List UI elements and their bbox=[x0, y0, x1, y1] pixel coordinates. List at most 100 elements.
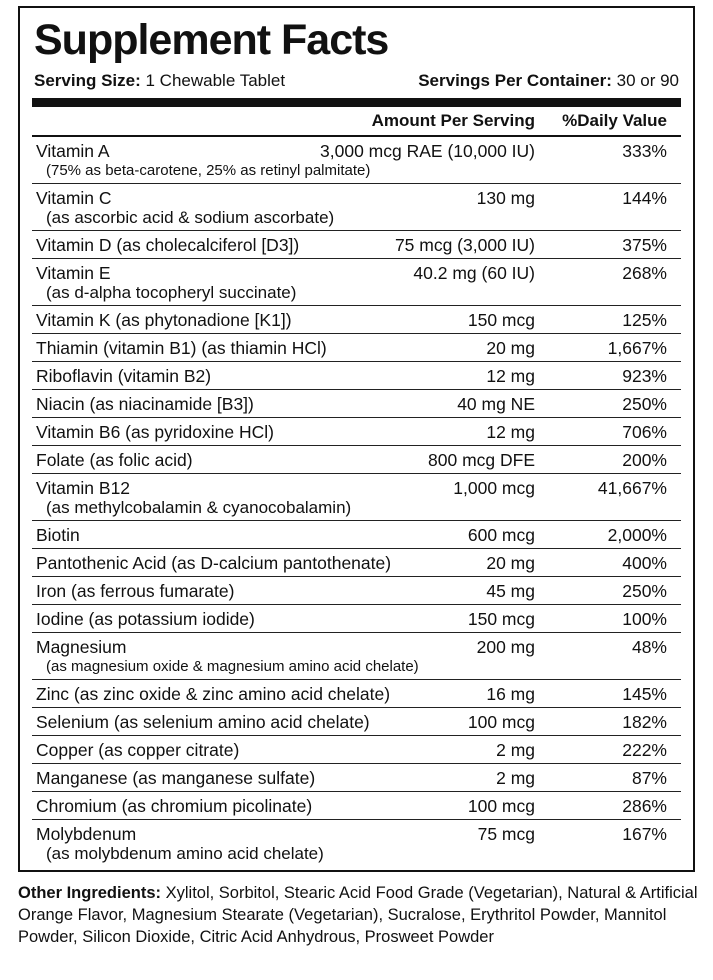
serving-info: Serving Size: 1 Chewable Tablet Servings… bbox=[34, 66, 679, 96]
amount: 100 mcg bbox=[463, 796, 535, 816]
nutrient-row: Zinc (as zinc oxide & zinc amino acid ch… bbox=[32, 680, 681, 708]
facts-panel: Supplement Facts Serving Size: 1 Chewabl… bbox=[18, 6, 695, 872]
amount: 150 mcg bbox=[463, 310, 535, 330]
daily-value-header: %Daily Value bbox=[562, 111, 667, 130]
amount: 130 mg bbox=[472, 188, 535, 208]
nutrient-row: Copper (as copper citrate) 2 mg 222% bbox=[32, 736, 681, 764]
nutrient-row: Molybdenum (as molybdenum amino acid chel… bbox=[32, 820, 681, 866]
amount: 3,000 mcg RAE (10,000 IU) bbox=[316, 141, 535, 161]
daily-value: 1,667% bbox=[607, 338, 667, 358]
nutrient-row: Chromium (as chromium picolinate) 100 mcg… bbox=[32, 792, 681, 820]
amount: 75 mcg (3,000 IU) bbox=[390, 235, 535, 255]
servings-per-container: Servings Per Container: 30 or 90 bbox=[418, 66, 679, 96]
nutrient-name: Vitamin D (as cholecalciferol [D3]) bbox=[36, 235, 300, 255]
label: Serving Size: bbox=[34, 71, 141, 90]
amount: 40.2 mg (60 IU) bbox=[409, 263, 535, 283]
nutrient-list: Vitamin A (75% as beta-carotene, 25% as r… bbox=[20, 137, 693, 866]
daily-value: 2,000% bbox=[607, 525, 667, 545]
nutrient-row: Vitamin K (as phytonadione [K1]) 150 mcg 1… bbox=[32, 306, 681, 334]
nutrient-name: Molybdenum bbox=[36, 824, 137, 844]
nutrient-name: Folate (as folic acid) bbox=[36, 450, 193, 470]
nutrient-name: Vitamin B6 (as pyridoxine HCl) bbox=[36, 422, 274, 442]
amount: 16 mg bbox=[482, 684, 535, 704]
amount: 2 mg bbox=[492, 740, 535, 760]
nutrient-name: Copper (as copper citrate) bbox=[36, 740, 240, 760]
daily-value: 400% bbox=[622, 553, 667, 573]
daily-value: 167% bbox=[622, 824, 667, 844]
amount: 12 mg bbox=[482, 366, 535, 386]
nutrient-name: Selenium (as selenium amino acid chelate… bbox=[36, 712, 370, 732]
nutrient-row: Vitamin E (as d-alpha tocopheryl succinat… bbox=[32, 259, 681, 306]
nutrient-name: Vitamin C bbox=[36, 188, 112, 208]
nutrient-row: Vitamin A (75% as beta-carotene, 25% as r… bbox=[32, 137, 681, 184]
amount: 20 mg bbox=[482, 338, 535, 358]
nutrient-row: Iron (as ferrous fumarate) 45 mg 250% bbox=[32, 577, 681, 605]
daily-value: 200% bbox=[622, 450, 667, 470]
serving-size: Serving Size: 1 Chewable Tablet bbox=[34, 66, 285, 96]
daily-value: 145% bbox=[622, 684, 667, 704]
nutrient-detail: (75% as beta-carotene, 25% as retinyl pa… bbox=[46, 162, 371, 179]
amount-header: Amount Per Serving bbox=[371, 111, 535, 130]
nutrient-name: Iron (as ferrous fumarate) bbox=[36, 581, 235, 601]
nutrient-detail: (as molybdenum amino acid chelate) bbox=[46, 844, 324, 863]
amount: 100 mcg bbox=[463, 712, 535, 732]
value: 30 or 90 bbox=[616, 71, 679, 90]
nutrient-row: Folate (as folic acid) 800 mcg DFE 200% bbox=[32, 446, 681, 474]
nutrient-row: Biotin 600 mcg 2,000% bbox=[32, 521, 681, 549]
nutrient-row: Pantothenic Acid (as D-calcium pantothen… bbox=[32, 549, 681, 577]
other-ingredients: Other Ingredients: Xylitol, Sorbitol, St… bbox=[18, 882, 698, 948]
amount: 1,000 mcg bbox=[449, 478, 535, 498]
amount: 800 mcg DFE bbox=[424, 450, 535, 470]
nutrient-detail: (as magnesium oxide & magnesium amino ac… bbox=[46, 658, 419, 675]
divider-bar bbox=[32, 98, 681, 107]
nutrient-name: Biotin bbox=[36, 525, 80, 545]
text: Xylitol, Sorbitol, Stearic Acid Food Gra… bbox=[18, 884, 698, 946]
nutrient-row: Vitamin B12 (as methylcobalamin & cyanoco… bbox=[32, 474, 681, 521]
amount: 20 mg bbox=[482, 553, 535, 573]
amount: 600 mcg bbox=[463, 525, 535, 545]
nutrient-row: Vitamin D (as cholecalciferol [D3]) 75 mc… bbox=[32, 231, 681, 259]
nutrient-name: Vitamin K (as phytonadione [K1]) bbox=[36, 310, 292, 330]
nutrient-name: Iodine (as potassium iodide) bbox=[36, 609, 255, 629]
nutrient-name: Pantothenic Acid (as D-calcium pantothen… bbox=[36, 553, 392, 573]
nutrient-name: Riboflavin (vitamin B2) bbox=[36, 366, 212, 386]
amount: 75 mcg bbox=[473, 824, 535, 844]
daily-value: 87% bbox=[631, 768, 667, 788]
nutrient-row: Iodine (as potassium iodide) 150 mcg 100% bbox=[32, 605, 681, 633]
label: Servings Per Container: bbox=[418, 71, 612, 90]
daily-value: 125% bbox=[622, 310, 667, 330]
nutrient-row: Riboflavin (vitamin B2) 12 mg 923% bbox=[32, 362, 681, 390]
label: Other Ingredients: bbox=[18, 884, 162, 902]
nutrient-detail: (as ascorbic acid & sodium ascorbate) bbox=[46, 208, 335, 227]
daily-value: 48% bbox=[631, 637, 667, 657]
nutrient-name: Niacin (as niacinamide [B3]) bbox=[36, 394, 254, 414]
daily-value: 268% bbox=[622, 263, 667, 283]
column-header: Amount Per Serving %Daily Value bbox=[32, 107, 681, 137]
daily-value: 923% bbox=[622, 366, 667, 386]
amount: 2 mg bbox=[492, 768, 535, 788]
amount: 40 mg NE bbox=[453, 394, 535, 414]
daily-value: 375% bbox=[622, 235, 667, 255]
daily-value: 706% bbox=[622, 422, 667, 442]
amount: 45 mg bbox=[482, 581, 535, 601]
nutrient-row: Manganese (as manganese sulfate) 2 mg 87% bbox=[32, 764, 681, 792]
amount: 150 mcg bbox=[463, 609, 535, 629]
nutrient-name: Zinc (as zinc oxide & zinc amino acid ch… bbox=[36, 684, 391, 704]
nutrient-name: Magnesium bbox=[36, 637, 127, 657]
nutrient-row: Niacin (as niacinamide [B3]) 40 mg NE 250% bbox=[32, 390, 681, 418]
nutrient-name: Vitamin E bbox=[36, 263, 111, 283]
nutrient-name: Thiamin (vitamin B1) (as thiamin HCl) bbox=[36, 338, 327, 358]
nutrient-row: Vitamin C (as ascorbic acid & sodium asco… bbox=[32, 184, 681, 231]
amount: 200 mg bbox=[472, 637, 535, 657]
daily-value: 222% bbox=[622, 740, 667, 760]
daily-value: 250% bbox=[622, 394, 667, 414]
nutrient-row: Selenium (as selenium amino acid chelate… bbox=[32, 708, 681, 736]
value: 1 Chewable Tablet bbox=[145, 71, 286, 90]
title: Supplement Facts bbox=[34, 16, 389, 64]
daily-value: 250% bbox=[622, 581, 667, 601]
daily-value: 100% bbox=[622, 609, 667, 629]
nutrient-name: Manganese (as manganese sulfate) bbox=[36, 768, 316, 788]
nutrient-row: Thiamin (vitamin B1) (as thiamin HCl) 20 … bbox=[32, 334, 681, 362]
nutrient-name: Chromium (as chromium picolinate) bbox=[36, 796, 313, 816]
